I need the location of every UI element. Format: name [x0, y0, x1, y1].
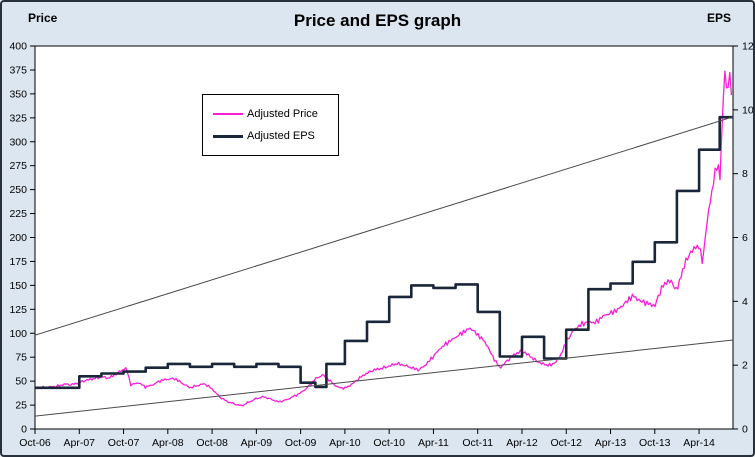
- svg-text:175: 175: [9, 256, 27, 268]
- svg-text:10: 10: [742, 104, 754, 116]
- svg-text:50: 50: [15, 376, 27, 388]
- right-axis-title: EPS: [706, 11, 731, 25]
- svg-text:275: 275: [9, 160, 27, 172]
- trendline-lower-line: [35, 339, 733, 417]
- legend: Adjusted Price Adjusted EPS: [202, 94, 339, 156]
- right-axis: 0 2 4 6 8 10 12: [733, 41, 754, 436]
- svg-text:4: 4: [742, 296, 748, 308]
- x-tick-label: Oct-06: [19, 437, 51, 449]
- svg-text:250: 250: [9, 184, 27, 196]
- svg-text:200: 200: [9, 232, 27, 244]
- svg-text:0: 0: [742, 424, 748, 436]
- x-tick-label: Apr-09: [241, 437, 273, 449]
- svg-text:100: 100: [9, 328, 27, 340]
- svg-text:8: 8: [742, 168, 748, 180]
- x-tick-label: Oct-10: [373, 437, 405, 449]
- adjusted-eps-line: [35, 115, 733, 390]
- legend-line-swatch: [213, 112, 243, 115]
- legend-item-adjusted-price: Adjusted Price: [213, 108, 334, 120]
- svg-text:300: 300: [9, 136, 27, 148]
- svg-text:25: 25: [15, 400, 27, 412]
- plot-area: [34, 45, 734, 430]
- legend-label: Adjusted Price: [247, 107, 318, 120]
- svg-text:12: 12: [742, 41, 754, 53]
- x-tick-label: Oct-07: [108, 437, 140, 449]
- x-tick-label: Oct-11: [462, 437, 493, 449]
- svg-text:225: 225: [9, 208, 27, 220]
- svg-text:150: 150: [9, 280, 27, 292]
- svg-text:0: 0: [21, 424, 27, 436]
- adjusted-price-line: [35, 70, 733, 407]
- x-tick-label: Apr-13: [595, 437, 627, 449]
- x-tick-label: Apr-14: [683, 437, 715, 449]
- svg-text:375: 375: [9, 64, 27, 76]
- svg-text:6: 6: [742, 232, 748, 244]
- x-tick-label: Oct-08: [196, 437, 228, 449]
- x-tick-label: Apr-08: [152, 437, 184, 449]
- x-tick-label: Oct-13: [639, 437, 671, 449]
- svg-text:125: 125: [9, 304, 27, 316]
- x-tick-label: Apr-07: [64, 437, 96, 449]
- x-tick-label: Apr-12: [506, 437, 538, 449]
- chart-title: Price and EPS graph: [293, 11, 462, 30]
- x-tick-label: Apr-11: [418, 437, 449, 449]
- svg-text:75: 75: [15, 352, 27, 364]
- left-axis-title: Price: [28, 11, 58, 25]
- svg-text:400: 400: [9, 41, 27, 53]
- legend-item-adjusted-eps: Adjusted EPS: [213, 130, 334, 142]
- left-axis: 0 25 50 75 100 125 150 175 200 225 250 275 300 325 350…: [9, 41, 35, 436]
- legend-label: Adjusted EPS: [247, 130, 315, 143]
- legend-line-swatch: [213, 134, 243, 138]
- x-tick-label: Oct-09: [285, 437, 317, 449]
- x-tick-label: Apr-10: [329, 437, 361, 449]
- x-axis: Oct-06 Apr-07 Oct-07 Apr-08 Oct-08 Apr-09 Oct-…: [19, 429, 715, 449]
- svg-text:350: 350: [9, 88, 27, 100]
- svg-text:2: 2: [742, 360, 748, 372]
- x-tick-label: Oct-12: [550, 437, 582, 449]
- svg-text:325: 325: [9, 112, 27, 124]
- trendline-upper-line: [35, 116, 733, 336]
